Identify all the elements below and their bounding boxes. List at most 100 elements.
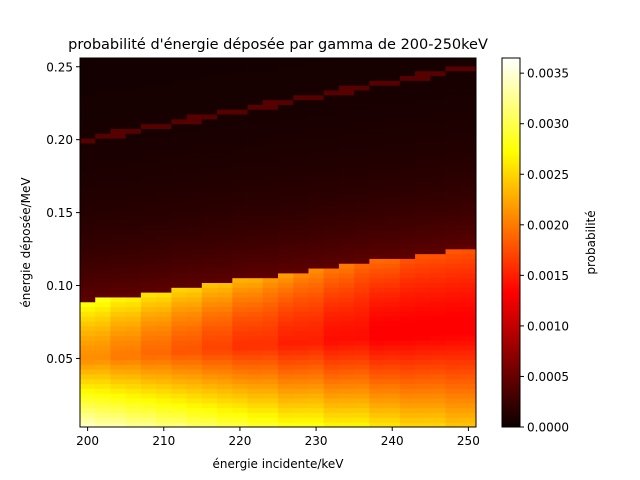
heatmap-cell	[201, 118, 218, 125]
heatmap-cell	[201, 152, 218, 158]
heatmap-cell	[95, 374, 111, 380]
heatmap-cell	[415, 220, 431, 226]
heatmap-cell	[460, 104, 477, 110]
heatmap-cell	[262, 99, 279, 105]
heatmap-cell	[308, 248, 325, 255]
heatmap-cell	[460, 186, 477, 192]
heatmap-cell	[354, 186, 370, 192]
heatmap-cell	[430, 210, 446, 216]
heatmap-cell	[308, 61, 325, 67]
heatmap-cell	[110, 186, 127, 192]
heatmap-cell	[460, 234, 477, 240]
heatmap-cell	[125, 109, 142, 115]
heatmap-cell	[125, 301, 142, 308]
heatmap-cell	[369, 94, 386, 101]
heatmap-cell	[338, 143, 355, 149]
heatmap-cell	[80, 287, 96, 293]
heatmap-cell	[110, 234, 127, 240]
heatmap-cell	[140, 104, 157, 110]
heatmap-cell	[80, 138, 96, 144]
heatmap-cell	[156, 388, 172, 394]
heatmap-cell	[156, 80, 172, 86]
heatmap-cell	[125, 147, 142, 154]
heatmap-cell	[430, 109, 446, 115]
heatmap-cell	[415, 94, 431, 101]
heatmap-cell	[354, 220, 370, 226]
heatmap-cell	[399, 143, 416, 149]
heatmap-cell	[247, 99, 264, 105]
heatmap-cell	[369, 147, 386, 154]
heatmap-cell	[217, 215, 233, 221]
plot-frame	[79, 57, 477, 428]
heatmap-cell	[201, 311, 218, 317]
heatmap-cell	[369, 364, 386, 370]
heatmap-cell	[186, 272, 203, 279]
heatmap-cell	[369, 378, 386, 385]
heatmap-cell	[338, 152, 355, 158]
heatmap-cell	[80, 263, 96, 269]
heatmap-cell	[460, 210, 477, 216]
heatmap-cell	[415, 109, 431, 115]
heatmap-cell	[171, 253, 188, 259]
heatmap-cell	[201, 282, 218, 288]
heatmap-cell	[308, 181, 325, 187]
heatmap-cell	[171, 215, 188, 221]
heatmap-cell	[323, 287, 340, 293]
heatmap-cell	[171, 61, 188, 67]
heatmap-cell	[262, 80, 279, 86]
heatmap-cell	[171, 75, 188, 81]
heatmap-cell	[415, 277, 431, 284]
heatmap-cell	[399, 297, 416, 303]
heatmap-cell	[171, 340, 188, 346]
heatmap-cell	[201, 220, 218, 226]
heatmap-cell	[110, 402, 127, 409]
heatmap-cell	[384, 311, 401, 317]
heatmap-cell	[384, 61, 401, 67]
heatmap-cell	[323, 282, 340, 288]
heatmap-cell	[338, 321, 355, 327]
heatmap-cell	[156, 297, 172, 303]
heatmap-cell	[384, 335, 401, 341]
heatmap-cell	[323, 85, 340, 91]
heatmap-cell	[80, 176, 96, 182]
heatmap-cell	[384, 321, 401, 327]
heatmap-cell	[338, 359, 355, 365]
heatmap-cell	[369, 123, 386, 129]
heatmap-cell	[293, 417, 309, 423]
heatmap-cell	[399, 340, 416, 346]
heatmap-cell	[217, 239, 233, 245]
heatmap-cell	[384, 176, 401, 182]
heatmap-cell	[217, 90, 233, 96]
heatmap-cell	[460, 128, 477, 134]
heatmap-cell	[201, 383, 218, 389]
heatmap-cell	[110, 152, 127, 158]
heatmap-cell	[323, 388, 340, 394]
heatmap-cell	[80, 311, 96, 317]
heatmap-cell	[110, 287, 127, 293]
heatmap-cell	[399, 407, 416, 413]
heatmap-cell	[369, 349, 386, 356]
heatmap-cell	[110, 94, 127, 101]
heatmap-cell	[186, 321, 203, 327]
heatmap-cell	[262, 138, 279, 144]
heatmap-cell	[140, 70, 157, 77]
heatmap-cell	[460, 215, 477, 221]
colorbar-frame	[501, 57, 521, 428]
heatmap-cell	[415, 407, 431, 413]
heatmap-cell	[293, 306, 309, 312]
heatmap-cell	[125, 94, 142, 101]
heatmap-cell	[110, 340, 127, 346]
heatmap-cell	[460, 277, 477, 284]
heatmap-cell	[354, 195, 370, 202]
heatmap-cell	[140, 272, 157, 279]
heatmap-cell	[445, 263, 462, 269]
heatmap-cell	[460, 349, 477, 356]
heatmap-cell	[384, 306, 401, 312]
heatmap-cell	[247, 393, 264, 399]
heatmap-cell	[460, 292, 477, 298]
heatmap-cell	[354, 80, 370, 86]
heatmap-cell	[232, 277, 248, 284]
heatmap-cell	[369, 118, 386, 125]
heatmap-cell	[308, 143, 325, 149]
heatmap-cell	[110, 378, 127, 385]
